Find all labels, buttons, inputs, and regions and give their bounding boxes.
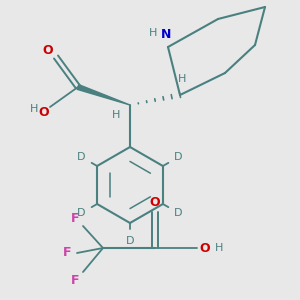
Text: H: H xyxy=(215,243,223,253)
Text: F: F xyxy=(63,247,71,260)
Text: D: D xyxy=(174,208,183,218)
Text: N: N xyxy=(161,28,171,41)
Text: D: D xyxy=(77,152,86,162)
Text: H: H xyxy=(178,74,186,84)
Text: H: H xyxy=(30,104,38,114)
Text: F: F xyxy=(71,274,79,286)
Polygon shape xyxy=(77,85,130,105)
Text: O: O xyxy=(39,106,49,118)
Text: O: O xyxy=(200,242,210,254)
Text: O: O xyxy=(43,44,53,58)
Text: H: H xyxy=(112,110,120,120)
Text: F: F xyxy=(71,212,79,224)
Text: H: H xyxy=(149,28,157,38)
Text: D: D xyxy=(77,208,86,218)
Text: O: O xyxy=(150,196,160,208)
Text: D: D xyxy=(126,236,134,246)
Text: D: D xyxy=(174,152,183,162)
